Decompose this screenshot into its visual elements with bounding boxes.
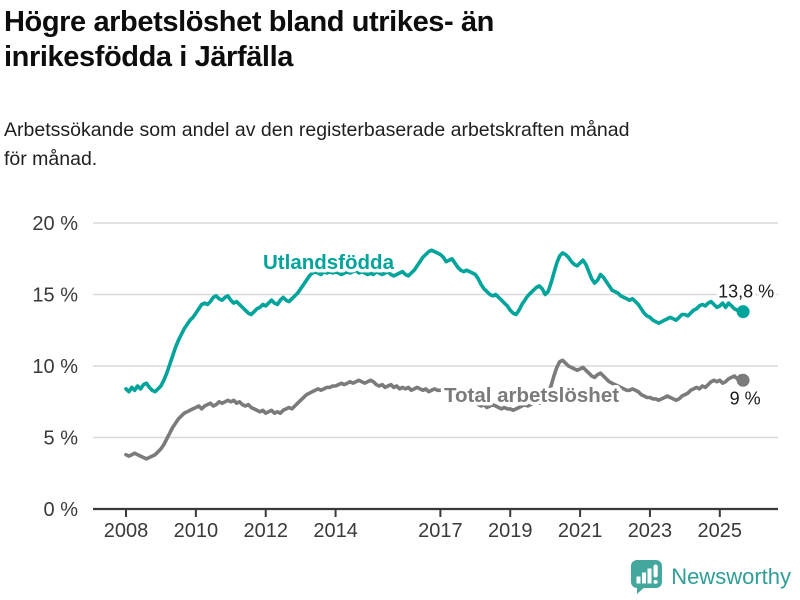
x-tick-label: 2019 [488, 520, 533, 542]
brand-footer: Newsworthy [630, 559, 791, 595]
series-line-0 [124, 248, 745, 394]
series-end-label-1: 9 % [730, 388, 761, 408]
x-tick-label: 2012 [243, 520, 288, 542]
chart-subtitle: Arbetssökande som andel av den registerb… [4, 119, 630, 171]
y-tick-label: 10 % [32, 356, 78, 378]
x-tick-label: 2008 [104, 520, 149, 542]
x-tick-label: 2021 [558, 520, 603, 542]
series-end-label-0: 13,8 % [718, 282, 774, 302]
y-tick-label: 20 % [32, 213, 78, 235]
series-name-label-0: Utlandsfödda [263, 251, 395, 274]
x-tick-label: 2025 [698, 520, 743, 542]
series-name-label-1: Total arbetslöshet [444, 384, 619, 407]
page-title: Högre arbetslöshet bland utrikes- än inr… [4, 6, 494, 73]
y-tick-label: 0 % [44, 499, 79, 521]
series-end-dot-0 [736, 305, 750, 319]
x-tick-label: 2010 [174, 520, 219, 542]
x-tick-label: 2014 [313, 520, 358, 542]
newsworthy-logo-icon [631, 560, 663, 594]
x-tick-label: 2023 [628, 520, 673, 542]
brand-name: Newsworthy [671, 564, 791, 589]
y-tick-label: 5 % [44, 428, 79, 450]
series-line-1 [124, 358, 745, 461]
x-tick-label: 2017 [418, 520, 463, 542]
series-end-dot-1 [736, 373, 750, 387]
y-tick-label: 15 % [32, 285, 78, 307]
